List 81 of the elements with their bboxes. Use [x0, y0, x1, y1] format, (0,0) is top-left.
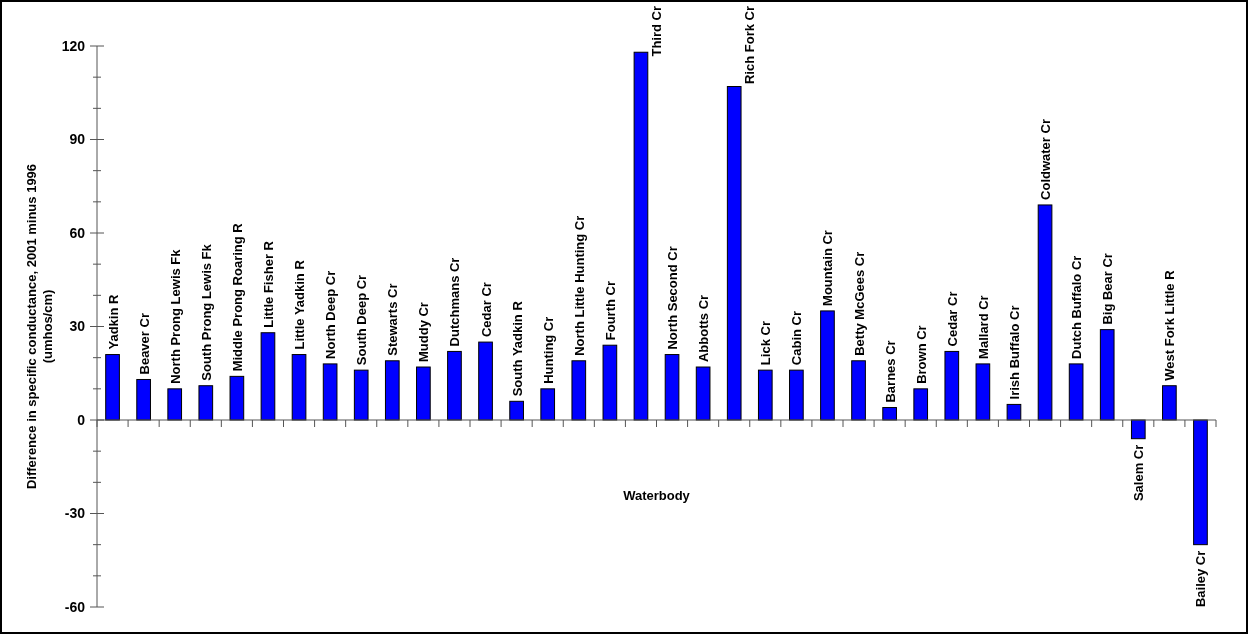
x-tick-label: West Fork Little R — [1162, 269, 1178, 381]
x-tick-label: South Yadkin R — [509, 300, 525, 397]
x-tick-label: Little Yadkin R — [292, 259, 308, 350]
x-tick-label: Middle Prong Roaring R — [229, 222, 245, 372]
bar — [167, 388, 183, 421]
x-tick-label: Mallard Cr — [975, 295, 991, 359]
bar — [540, 388, 556, 421]
bar — [820, 310, 835, 421]
x-tick-label: Abbotts Cr — [696, 294, 712, 363]
x-tick-label: Barnes Cr — [882, 340, 898, 403]
bar — [447, 350, 462, 421]
bar — [260, 332, 276, 421]
bar — [944, 350, 960, 421]
x-tick-label: Stewarts Cr — [385, 283, 401, 356]
x-tick-label: Cedar Cr — [944, 291, 960, 347]
bar — [353, 369, 369, 421]
bar — [105, 354, 120, 421]
bar — [851, 360, 866, 421]
x-tick-label: Fourth Cr — [602, 280, 618, 341]
x-tick-label: Irish Buffalo Cr — [1006, 305, 1022, 400]
bar — [509, 400, 524, 421]
bar — [757, 369, 773, 421]
x-tick-label: North Prong Lewis Fk — [167, 248, 183, 384]
x-tick-label: Big Bear Cr — [1100, 253, 1116, 325]
x-tick-label: Bailey Cr — [1193, 550, 1209, 608]
bar — [1006, 403, 1022, 421]
y-tick-label: 60 — [69, 224, 86, 241]
bar — [384, 360, 400, 421]
bar — [789, 369, 804, 421]
y-tick-label: 30 — [69, 318, 86, 335]
bar — [633, 51, 649, 421]
x-tick-label: Coldwater Cr — [1038, 119, 1054, 200]
bar — [913, 388, 929, 421]
y-tick-label: 90 — [69, 131, 86, 148]
x-tick-label: Salem Cr — [1131, 444, 1147, 502]
bar — [602, 344, 618, 421]
x-tick-label: Dutchmans Cr — [447, 257, 463, 347]
x-tick-label: Betty McGees Cr — [851, 251, 867, 356]
bar — [695, 366, 711, 421]
x-tick-label: Lick Cr — [758, 321, 774, 366]
bar — [136, 378, 151, 421]
bar — [1068, 363, 1084, 421]
x-tick-label: North Deep Cr — [323, 270, 339, 359]
bar — [1193, 419, 1208, 546]
bar — [1037, 204, 1053, 421]
bar — [198, 385, 214, 421]
bar — [291, 354, 307, 421]
x-tick-label: Yadkin R — [105, 294, 121, 350]
bar — [322, 363, 338, 421]
x-tick-label: Cabin Cr — [789, 310, 805, 366]
bar — [478, 341, 493, 421]
bar — [975, 363, 991, 421]
y-tick-label: 120 — [61, 37, 86, 54]
x-tick-label: North Second Cr — [665, 246, 681, 350]
x-tick-label: North Little Hunting Cr — [571, 215, 587, 356]
x-axis-title: Waterbody — [623, 488, 691, 503]
x-tick-label: South Prong Lewis Fk — [198, 243, 214, 381]
y-tick-label: -60 — [64, 598, 86, 615]
x-tick-label: Third Cr — [648, 6, 664, 57]
x-tick-label: Dutch Buffalo Cr — [1069, 255, 1085, 359]
bar — [1099, 329, 1115, 421]
x-tick-label: Brown Cr — [913, 325, 929, 384]
bar — [882, 407, 897, 421]
y-tick-label: 0 — [77, 411, 86, 428]
bar — [571, 360, 587, 421]
y-axis-title: Difference in specific conductance, 2001 minus 1996 (umhos/cm) — [24, 163, 55, 490]
bar — [1130, 419, 1146, 440]
x-tick-label: Mountain Cr — [820, 230, 836, 306]
x-tick-label: Little Fisher R — [260, 240, 276, 328]
bar — [726, 86, 742, 421]
x-tick-label: South Deep Cr — [354, 274, 370, 366]
x-tick-label: Beaver Cr — [136, 313, 152, 375]
bar — [664, 354, 680, 421]
x-tick-label: Muddy Cr — [416, 302, 432, 363]
x-tick-label: Rich Fork Cr — [742, 6, 758, 85]
bar — [229, 375, 245, 421]
y-tick-label: -30 — [64, 505, 86, 522]
bar — [1162, 385, 1177, 421]
bar — [416, 366, 431, 421]
x-tick-label: Cedar Cr — [478, 282, 494, 338]
x-tick-label: Hunting Cr — [540, 316, 556, 384]
